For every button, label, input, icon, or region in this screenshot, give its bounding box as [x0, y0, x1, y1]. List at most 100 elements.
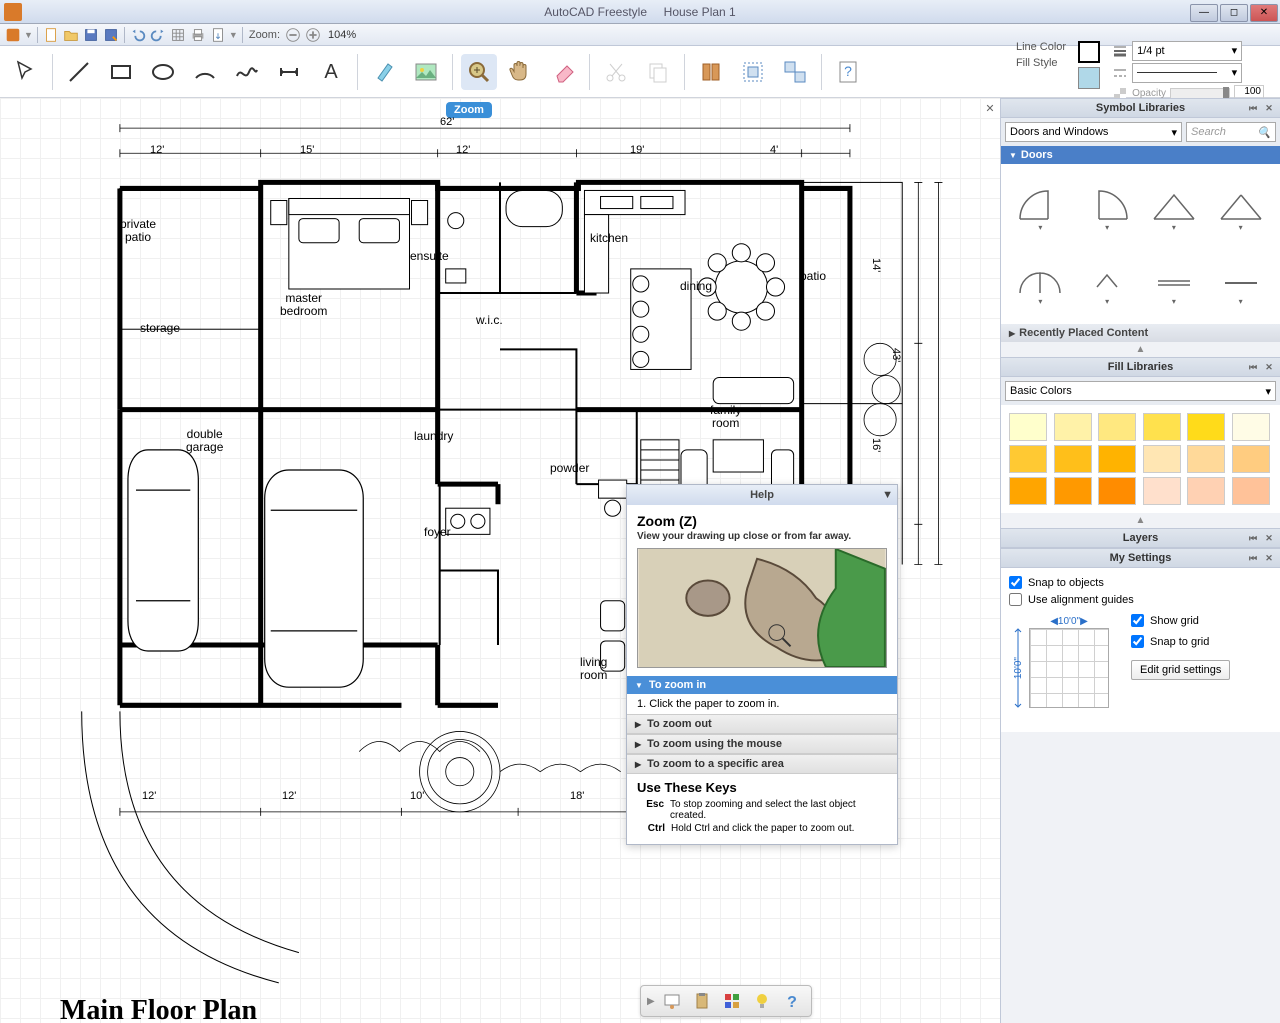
- library-search-input[interactable]: Search🔍: [1186, 122, 1276, 142]
- cut-tool[interactable]: [598, 54, 634, 90]
- color-swatch-16[interactable]: [1187, 477, 1225, 505]
- idea-button[interactable]: [749, 988, 775, 1014]
- color-swatch-9[interactable]: [1143, 445, 1181, 473]
- expand-icon[interactable]: ▶: [647, 996, 655, 1007]
- line-style-select[interactable]: ▾: [1132, 63, 1242, 83]
- symbol-libraries-header[interactable]: Symbol Libraries ⏮✕: [1001, 98, 1280, 118]
- color-swatch-11[interactable]: [1232, 445, 1270, 473]
- color-swatch-13[interactable]: [1054, 477, 1092, 505]
- color-swatch-5[interactable]: [1232, 413, 1270, 441]
- eraser-tool[interactable]: [545, 54, 581, 90]
- export-button[interactable]: [209, 26, 227, 44]
- show-grid-checkbox[interactable]: Show grid: [1131, 614, 1230, 627]
- door-symbol-1[interactable]: ▾: [1009, 172, 1072, 242]
- arc-tool[interactable]: [187, 54, 223, 90]
- door-symbol-5[interactable]: ▾: [1009, 246, 1072, 316]
- open-button[interactable]: [62, 26, 80, 44]
- save-button[interactable]: [82, 26, 100, 44]
- panel-prev-icon[interactable]: ⏮: [1246, 101, 1260, 115]
- color-swatch-12[interactable]: [1009, 477, 1047, 505]
- color-swatch-14[interactable]: [1098, 477, 1136, 505]
- new-button[interactable]: [42, 26, 60, 44]
- scroll-up-icon[interactable]: ▲: [1001, 342, 1280, 357]
- copy-tool[interactable]: [640, 54, 676, 90]
- color-swatch-3[interactable]: [1143, 413, 1181, 441]
- fill-category-select[interactable]: Basic Colors▾: [1005, 381, 1276, 401]
- help-button[interactable]: ?: [779, 988, 805, 1014]
- scroll-up-icon-2[interactable]: ▲: [1001, 513, 1280, 528]
- layers-header[interactable]: Layers ⏮✕: [1001, 528, 1280, 548]
- help-section-zoom-mouse[interactable]: To zoom using the mouse: [627, 734, 897, 754]
- app-menu-button[interactable]: [4, 26, 22, 44]
- door-symbol-6[interactable]: ▾: [1076, 246, 1139, 316]
- edit-grid-button[interactable]: Edit grid settings: [1131, 660, 1230, 680]
- door-symbol-8[interactable]: ▾: [1209, 246, 1272, 316]
- snap-objects-checkbox[interactable]: Snap to objects: [1009, 576, 1272, 589]
- color-swatch-1[interactable]: [1054, 413, 1092, 441]
- library-category-select[interactable]: Doors and Windows▾: [1005, 122, 1182, 142]
- color-swatch-0[interactable]: [1009, 413, 1047, 441]
- help-section-zoom-in[interactable]: To zoom in: [627, 676, 897, 694]
- rectangle-tool[interactable]: [103, 54, 139, 90]
- room-storage: storage: [140, 322, 180, 335]
- line-color-swatch[interactable]: [1078, 41, 1100, 63]
- freehand-tool[interactable]: [229, 54, 265, 90]
- room-kitchen: kitchen: [590, 232, 628, 245]
- ellipse-tool[interactable]: [145, 54, 181, 90]
- print-button[interactable]: [189, 26, 207, 44]
- zoom-in-button[interactable]: [304, 26, 322, 44]
- align-guides-checkbox[interactable]: Use alignment guides: [1009, 593, 1272, 606]
- dimension-tool[interactable]: [271, 54, 307, 90]
- tutorial-button[interactable]: [659, 988, 685, 1014]
- color-swatch-2[interactable]: [1098, 413, 1136, 441]
- ungroup-tool[interactable]: [777, 54, 813, 90]
- help-header[interactable]: Help ▼: [627, 485, 897, 505]
- save-as-button[interactable]: [102, 26, 120, 44]
- door-symbol-grid: ▾ ▾ ▾ ▾ ▾ ▾ ▾ ▾: [1001, 164, 1280, 324]
- help-section-zoom-area[interactable]: To zoom to a specific area: [627, 754, 897, 774]
- door-symbol-3[interactable]: ▾: [1143, 172, 1206, 242]
- help-step-1: 1. Click the paper to zoom in.: [637, 694, 887, 714]
- image-tool[interactable]: [408, 54, 444, 90]
- door-symbol-7[interactable]: ▾: [1143, 246, 1206, 316]
- door-symbol-2[interactable]: ▾: [1076, 172, 1139, 242]
- color-swatch-4[interactable]: [1187, 413, 1225, 441]
- recent-content-header[interactable]: Recently Placed Content: [1001, 324, 1280, 342]
- settings-header[interactable]: My Settings ⏮✕: [1001, 548, 1280, 568]
- color-swatch-7[interactable]: [1054, 445, 1092, 473]
- text-tool[interactable]: A: [313, 54, 349, 90]
- zoom-tool[interactable]: [461, 54, 497, 90]
- pan-tool[interactable]: [503, 54, 539, 90]
- fill-libraries-header[interactable]: Fill Libraries ⏮✕: [1001, 357, 1280, 377]
- library-tool[interactable]: [693, 54, 729, 90]
- fill-color-swatch[interactable]: [1078, 67, 1100, 89]
- help-collapse-icon[interactable]: ▼: [882, 489, 893, 501]
- color-swatch-8[interactable]: [1098, 445, 1136, 473]
- doors-section-header[interactable]: Doors: [1001, 146, 1280, 164]
- zoom-out-button[interactable]: [284, 26, 302, 44]
- highlighter-tool[interactable]: [366, 54, 402, 90]
- grid-button[interactable]: [169, 26, 187, 44]
- maximize-button[interactable]: ◻: [1220, 4, 1248, 22]
- snap-grid-checkbox[interactable]: Snap to grid: [1131, 635, 1230, 648]
- color-swatch-6[interactable]: [1009, 445, 1047, 473]
- line-weight-select[interactable]: 1/4 pt▾: [1132, 41, 1242, 61]
- color-swatch-15[interactable]: [1143, 477, 1181, 505]
- redo-button[interactable]: [149, 26, 167, 44]
- help-section-zoom-out[interactable]: To zoom out: [627, 714, 897, 734]
- help-tool[interactable]: ?: [830, 54, 866, 90]
- close-button[interactable]: ✕: [1250, 4, 1278, 22]
- apps-button[interactable]: [719, 988, 745, 1014]
- door-symbol-4[interactable]: ▾: [1209, 172, 1272, 242]
- select-tool[interactable]: [8, 54, 44, 90]
- minimize-button[interactable]: —: [1190, 4, 1218, 22]
- color-swatch-17[interactable]: [1232, 477, 1270, 505]
- line-tool[interactable]: [61, 54, 97, 90]
- clipboard-button[interactable]: [689, 988, 715, 1014]
- panel-close-icon[interactable]: ✕: [1262, 101, 1276, 115]
- undo-button[interactable]: [129, 26, 147, 44]
- dimb-18: 18': [570, 790, 584, 802]
- color-swatch-10[interactable]: [1187, 445, 1225, 473]
- canvas[interactable]: ✕ Zoom: [0, 98, 1000, 1023]
- group-tool[interactable]: [735, 54, 771, 90]
